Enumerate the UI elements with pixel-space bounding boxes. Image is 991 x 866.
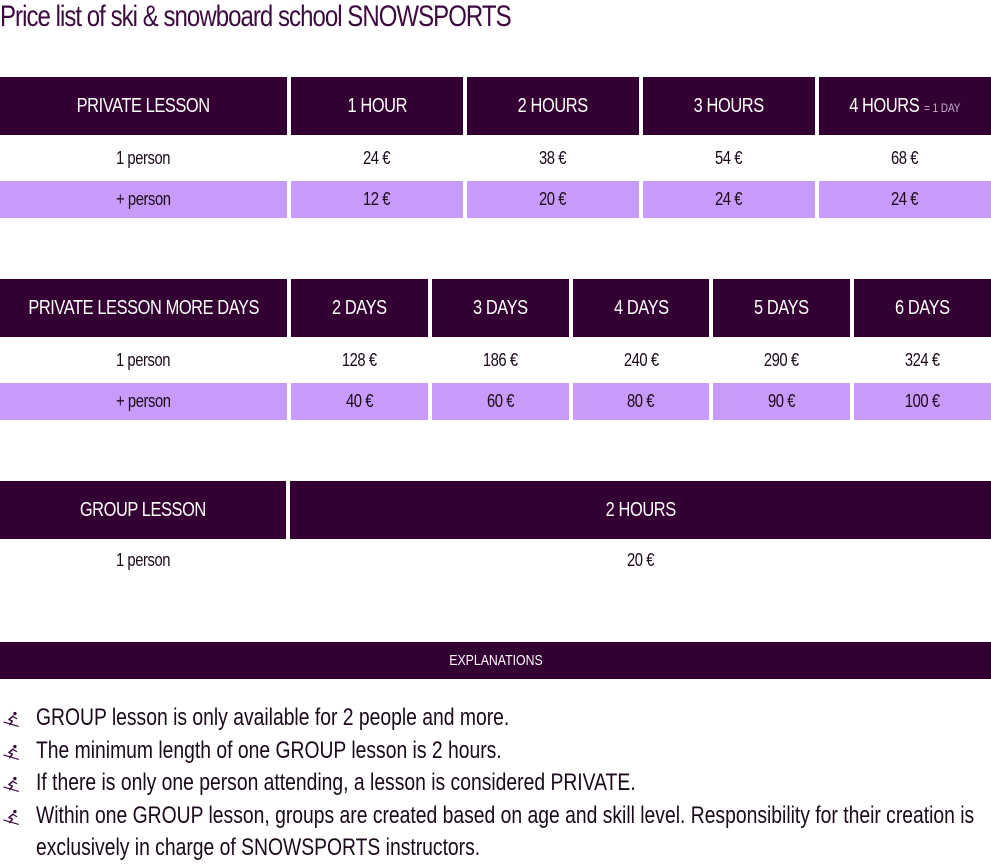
- column-header-3-hours: 3 HOURS: [643, 77, 815, 135]
- price-value: 38 €: [539, 147, 567, 168]
- skier-icon: [3, 744, 19, 760]
- price-value: 20 €: [539, 189, 567, 209]
- price-cell: 24 €: [291, 139, 463, 177]
- column-header-2-hours: 2 HOURS: [467, 77, 639, 135]
- price-value: 100 €: [905, 391, 940, 411]
- price-cell: 128 €: [291, 341, 428, 379]
- explanation-text: Within one GROUP lesson, groups are crea…: [36, 801, 975, 862]
- explanation-text: The minimum length of one GROUP lesson i…: [36, 736, 502, 764]
- price-cell: 24 €: [643, 181, 815, 218]
- row-label-text: + person: [116, 391, 171, 411]
- column-header-label: 6 DAYS: [895, 296, 950, 319]
- price-cell: 80 €: [573, 383, 709, 420]
- price-cell: 24 €: [819, 181, 991, 218]
- price-cell: 54 €: [643, 139, 815, 177]
- price-value: 24 €: [891, 189, 919, 209]
- column-header-4-hours: 4 HOURS = 1 DAY: [819, 77, 991, 135]
- row-label: + person: [0, 383, 287, 420]
- list-item: Within one GROUP lesson, groups are crea…: [0, 800, 991, 865]
- column-header-label: 2 HOURS: [605, 498, 676, 521]
- column-header-label: 3 DAYS: [473, 296, 528, 319]
- row-label: + person: [0, 181, 287, 218]
- price-value: 40 €: [345, 391, 374, 411]
- price-cell: 240 €: [573, 341, 709, 379]
- more-days-header: PRIVATE LESSON MORE DAYS: [0, 279, 287, 337]
- column-header-3-days: 3 DAYS: [432, 279, 569, 337]
- price-cell: 68 €: [819, 139, 991, 177]
- column-header-2-hours: 2 HOURS: [290, 481, 991, 539]
- skier-icon: [3, 776, 19, 792]
- explanations-list: GROUP lesson is only available for 2 peo…: [0, 702, 991, 865]
- column-header-6-days: 6 DAYS: [854, 279, 991, 337]
- column-header-1-hour: 1 HOUR: [291, 77, 463, 135]
- column-header-label: 5 DAYS: [754, 296, 809, 319]
- price-value: 186 €: [483, 349, 518, 370]
- price-value: 128 €: [342, 349, 377, 370]
- explanation-text: GROUP lesson is only available for 2 peo…: [36, 704, 510, 731]
- price-value: 54 €: [715, 147, 743, 168]
- column-header-label: 4 DAYS: [613, 296, 669, 319]
- list-item: GROUP lesson is only available for 2 peo…: [0, 702, 991, 735]
- price-value: 80 €: [627, 391, 655, 411]
- price-cell: 40 €: [291, 383, 428, 420]
- column-header-4-hours-content: 4 HOURS = 1 DAY: [849, 95, 960, 118]
- group-lesson-header-label: GROUP LESSON: [79, 498, 207, 521]
- price-value: 290 €: [764, 349, 799, 370]
- group-lesson-header: GROUP LESSON: [0, 481, 286, 539]
- column-header-5-days: 5 DAYS: [713, 279, 850, 337]
- row-label: 1 person: [0, 341, 287, 379]
- column-header-4-days: 4 DAYS: [573, 279, 709, 337]
- more-days-header-label: PRIVATE LESSON MORE DAYS: [28, 296, 259, 319]
- column-header-label: 3 HOURS: [693, 94, 765, 117]
- price-value: 12 €: [363, 189, 391, 209]
- price-cell: 38 €: [467, 139, 639, 177]
- row-label-text: 1 person: [116, 349, 171, 370]
- page-title: Price list of ski & snowboard school SNO…: [0, 0, 512, 33]
- column-header-2-days: 2 DAYS: [291, 279, 428, 337]
- price-value: 90 €: [767, 391, 796, 411]
- price-value: 24 €: [715, 189, 743, 209]
- row-label-text: 1 person: [116, 147, 171, 168]
- price-cell: 90 €: [713, 383, 850, 420]
- price-value: 68 €: [891, 147, 919, 168]
- private-lesson-header-label: PRIVATE LESSON: [76, 94, 211, 117]
- price-cell: 20 €: [467, 181, 639, 218]
- price-value: 324 €: [905, 349, 940, 370]
- skier-icon: [3, 711, 19, 727]
- price-value: 60 €: [486, 391, 515, 411]
- explanation-text: If there is only one person attending, a…: [36, 769, 636, 796]
- price-cell: 186 €: [432, 341, 569, 379]
- column-header-label: 1 HOUR: [347, 94, 407, 117]
- column-header-label: 2 DAYS: [332, 296, 387, 319]
- list-item: If there is only one person attending, a…: [0, 767, 991, 800]
- list-item: The minimum length of one GROUP lesson i…: [0, 735, 991, 768]
- row-label: 1 person: [0, 542, 286, 578]
- one-day-note: = 1 DAY: [924, 100, 961, 115]
- private-lesson-header: PRIVATE LESSON: [0, 77, 287, 135]
- explanations-header-label: EXPLANATIONS: [448, 652, 543, 669]
- price-cell: 60 €: [432, 383, 569, 420]
- row-label-text: 1 person: [115, 549, 171, 570]
- price-cell: 324 €: [854, 341, 991, 379]
- row-label-text: + person: [116, 189, 171, 209]
- price-value: 240 €: [623, 349, 659, 370]
- price-cell: 290 €: [713, 341, 850, 379]
- price-value: 24 €: [363, 147, 391, 168]
- price-value: 20 €: [626, 549, 655, 570]
- explanations-header: EXPLANATIONS: [0, 642, 991, 679]
- column-header-label: 2 HOURS: [517, 94, 589, 117]
- price-cell: 12 €: [291, 181, 463, 218]
- price-cell: 100 €: [854, 383, 991, 420]
- column-header-label: 4 HOURS: [849, 94, 920, 117]
- price-cell: 20 €: [290, 542, 991, 578]
- row-label: 1 person: [0, 139, 287, 177]
- skier-icon: [3, 809, 19, 825]
